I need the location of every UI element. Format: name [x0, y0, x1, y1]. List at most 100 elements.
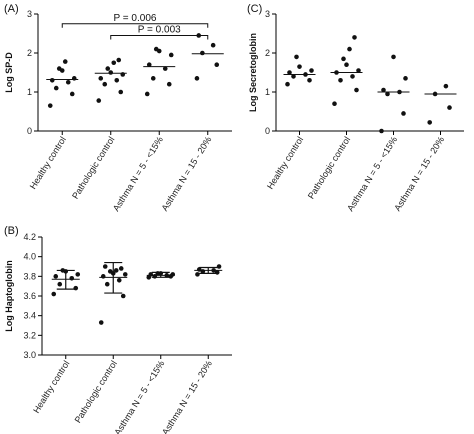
data-point — [432, 91, 438, 97]
data-point — [294, 54, 299, 60]
data-point — [338, 78, 343, 83]
data-point — [291, 74, 296, 79]
data-point — [164, 273, 170, 278]
y-tick-label: 1 — [27, 87, 32, 97]
y-tick-label: 1 — [265, 87, 270, 97]
data-point — [96, 98, 102, 103]
data-point — [168, 52, 174, 58]
significance-bracket — [110, 34, 209, 40]
data-point — [427, 120, 433, 125]
data-point — [51, 291, 57, 297]
data-point — [443, 83, 449, 89]
data-point — [170, 272, 176, 277]
x-tick-label: Asthma N = 15 - 20% — [160, 135, 214, 213]
x-tick-label: Asthma N = 5 - <15% — [345, 135, 399, 213]
significance-label: P = 0.006 — [114, 13, 157, 24]
data-point — [356, 68, 361, 73]
x-tick-label: Healthy control — [28, 135, 68, 191]
data-point — [107, 269, 113, 274]
x-tick-label: Asthma N = 5 - <15% — [112, 359, 166, 434]
data-point — [100, 274, 106, 279]
data-point — [47, 103, 53, 108]
y-axis-label: Log Haptoglobin — [4, 260, 14, 331]
data-point — [120, 72, 126, 77]
data-point — [108, 70, 114, 75]
x-tick-label: Healthy control — [31, 359, 71, 415]
data-point — [102, 264, 108, 269]
data-point — [447, 105, 452, 110]
data-point — [354, 87, 359, 93]
panel-label: (A) — [4, 3, 19, 15]
data-point — [155, 271, 161, 276]
data-point — [403, 76, 408, 81]
data-point — [211, 268, 216, 273]
data-point — [153, 46, 159, 52]
x-tick-label: Pathologic control — [70, 135, 116, 201]
data-point — [381, 87, 386, 93]
y-tick-label: 4.2 — [23, 232, 36, 242]
data-point — [162, 66, 168, 71]
data-point — [104, 281, 110, 287]
data-point — [73, 285, 79, 291]
data-point — [200, 50, 205, 56]
data-point — [98, 76, 104, 81]
data-point — [49, 78, 55, 83]
data-point — [379, 128, 384, 134]
y-axis-label: Log SP-D — [4, 52, 14, 93]
x-tick-label: Healthy control — [265, 135, 305, 191]
data-point — [75, 272, 81, 277]
data-point — [116, 57, 122, 63]
data-point — [332, 101, 337, 106]
data-point — [60, 268, 66, 273]
data-point — [309, 68, 314, 73]
y-tick-label: 3.0 — [23, 350, 36, 360]
data-point — [297, 64, 302, 69]
data-point — [344, 62, 349, 67]
data-point — [385, 91, 390, 97]
data-point — [210, 42, 216, 48]
panel-b: (B) 3.0 3.2 3.4 3.6 3.8 4.0 4.2 Log Haptoglobin H… — [4, 225, 232, 434]
data-point — [53, 85, 59, 91]
y-axis-label: Log Secretoglobin — [248, 33, 258, 112]
data-point — [122, 272, 128, 277]
data-point — [71, 76, 77, 81]
data-point — [62, 59, 68, 64]
x-tick-label: Asthma N = 15 - 20% — [392, 135, 446, 213]
significance-label: P = 0.003 — [138, 24, 181, 35]
data-point — [350, 74, 355, 79]
panel-c: (C) 0 1 2 3 Log Secretoglobin Healthy control P… — [247, 3, 464, 213]
x-tick-label: Asthma N = 15 - 20% — [160, 359, 214, 434]
data-point — [148, 272, 154, 277]
data-point — [352, 35, 357, 40]
data-point — [166, 81, 172, 87]
data-point — [53, 274, 59, 279]
panel-a: (A) 0 1 2 3 Log SP-D Healthy control Pathologic… — [4, 3, 232, 213]
data-point — [116, 277, 122, 283]
data-point — [216, 264, 222, 269]
data-point — [287, 70, 292, 75]
data-point — [391, 54, 396, 60]
data-point — [57, 281, 63, 287]
data-point — [56, 66, 62, 71]
data-point — [69, 91, 75, 97]
x-tick-label: Pathologic control — [306, 135, 352, 201]
data-point — [401, 111, 406, 116]
significance-bracket — [61, 23, 209, 28]
y-tick-label: 3 — [27, 9, 32, 19]
y-tick-label: 3.8 — [23, 271, 36, 281]
data-point — [98, 320, 104, 325]
data-point — [120, 293, 126, 299]
data-point — [69, 276, 75, 281]
data-point — [150, 76, 156, 81]
x-tick-label: Pathologic control — [73, 359, 119, 425]
y-tick-label: 2 — [27, 48, 32, 58]
data-point — [113, 268, 119, 273]
data-point — [196, 267, 202, 272]
y-tick-label: 3.4 — [23, 311, 36, 321]
data-point — [102, 81, 108, 87]
x-tick-label: Asthma N = 5 - <15% — [111, 135, 165, 213]
data-point — [118, 89, 124, 95]
data-point — [307, 78, 312, 83]
data-point — [214, 62, 220, 67]
